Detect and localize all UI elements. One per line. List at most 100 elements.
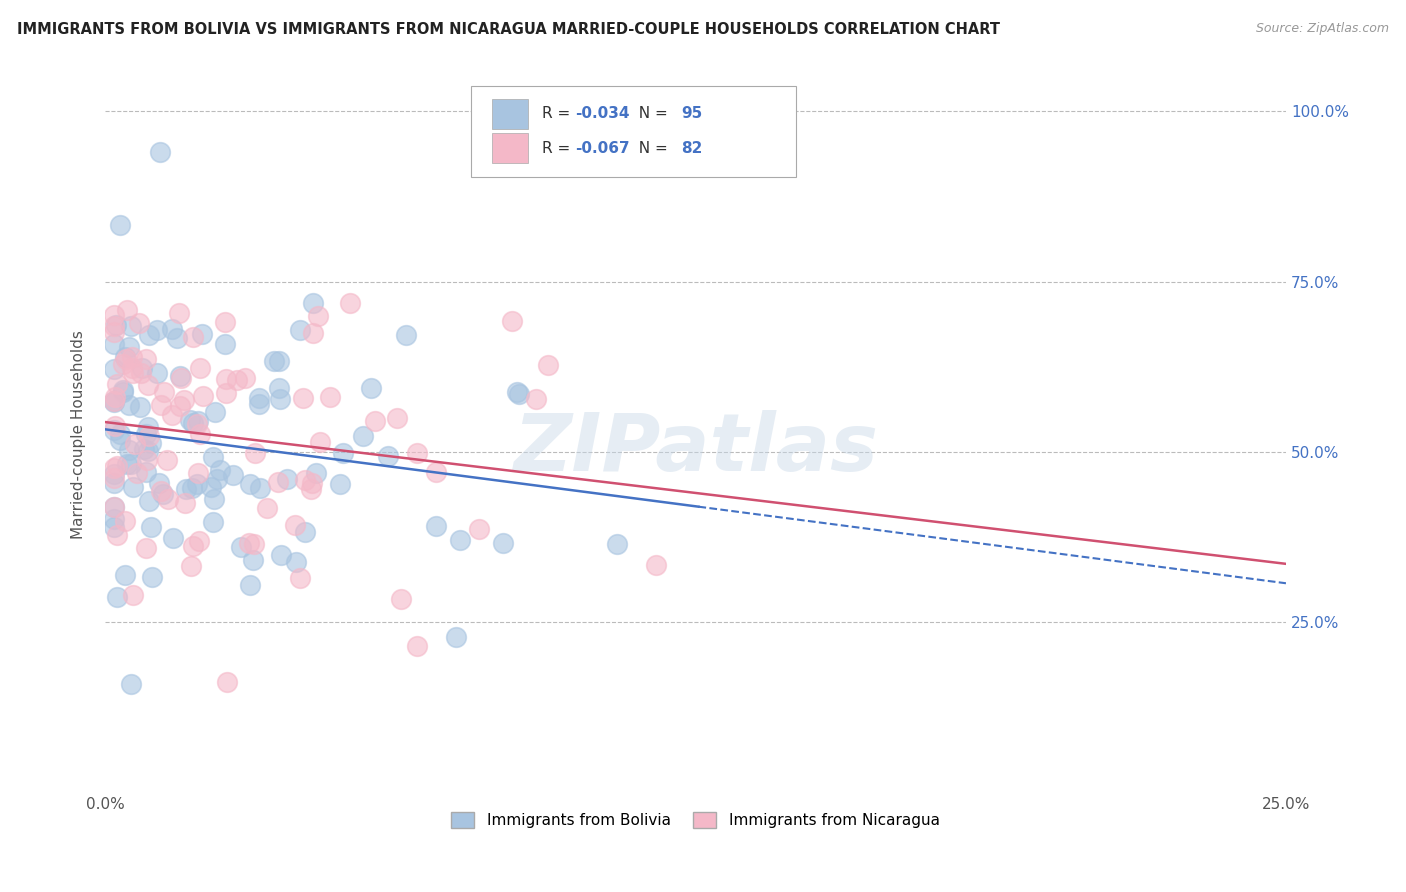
Point — [135, 427, 157, 442]
Point — [105, 459, 128, 474]
Point — [181, 417, 204, 431]
Point — [149, 398, 172, 412]
Point — [214, 337, 236, 351]
Point — [167, 306, 190, 320]
Point — [103, 471, 125, 485]
Point — [125, 466, 148, 480]
Point — [103, 461, 125, 475]
Point — [645, 558, 668, 572]
Point — [141, 570, 163, 584]
Point — [294, 525, 316, 540]
Point — [103, 393, 125, 408]
Point — [103, 308, 125, 322]
Point — [153, 385, 176, 400]
Point — [169, 399, 191, 413]
Text: Source: ZipAtlas.com: Source: ZipAtlas.com — [1256, 22, 1389, 36]
Point — [169, 368, 191, 383]
Point — [425, 465, 447, 479]
Point — [188, 360, 211, 375]
FancyBboxPatch shape — [471, 86, 796, 178]
Point — [190, 427, 212, 442]
Text: ZIPatlas: ZIPatlas — [513, 410, 877, 488]
Point — [162, 531, 184, 545]
Point — [105, 376, 128, 391]
Point — [233, 371, 256, 385]
Point — [120, 457, 142, 471]
Point — [229, 540, 252, 554]
Point — [360, 381, 382, 395]
Point — [105, 527, 128, 541]
Point — [288, 323, 311, 337]
FancyBboxPatch shape — [492, 99, 527, 128]
Point — [135, 351, 157, 366]
Text: N =: N = — [630, 141, 673, 156]
Point — [103, 418, 125, 433]
Point — [152, 487, 174, 501]
Point — [146, 322, 169, 336]
Point — [108, 426, 131, 441]
Point — [103, 476, 125, 491]
Point — [103, 467, 125, 482]
Point — [242, 553, 264, 567]
Point — [103, 500, 125, 515]
Point — [103, 423, 125, 437]
Point — [110, 433, 132, 447]
Point — [214, 315, 236, 329]
Point — [160, 408, 183, 422]
Point — [135, 452, 157, 467]
FancyBboxPatch shape — [492, 133, 527, 163]
Point — [256, 500, 278, 515]
Point — [329, 476, 352, 491]
Point — [118, 442, 141, 457]
Point — [425, 519, 447, 533]
Point — [174, 482, 197, 496]
Text: 82: 82 — [682, 141, 703, 156]
Point — [114, 351, 136, 366]
Point — [209, 463, 232, 477]
Point — [180, 559, 202, 574]
Point — [122, 366, 145, 380]
Text: 95: 95 — [682, 106, 703, 121]
Point — [186, 417, 208, 432]
Point — [191, 327, 214, 342]
Point — [606, 536, 628, 550]
Point — [148, 475, 170, 490]
Point — [103, 318, 125, 333]
Point — [205, 472, 228, 486]
Point — [120, 677, 142, 691]
Point — [269, 354, 291, 368]
Point — [160, 322, 183, 336]
Point — [308, 435, 330, 450]
Point — [377, 449, 399, 463]
Point — [179, 413, 201, 427]
Point — [215, 372, 238, 386]
Point — [267, 382, 290, 396]
Point — [111, 383, 134, 397]
Point — [524, 392, 547, 406]
Point — [450, 533, 472, 547]
Point — [103, 394, 125, 409]
Point — [138, 328, 160, 343]
Point — [301, 476, 323, 491]
Point — [180, 481, 202, 495]
Point — [114, 567, 136, 582]
Text: -0.067: -0.067 — [575, 141, 630, 156]
Point — [238, 535, 260, 549]
Point — [188, 533, 211, 548]
Point — [111, 384, 134, 399]
Point — [141, 519, 163, 533]
Text: -0.034: -0.034 — [575, 106, 630, 121]
Point — [299, 482, 322, 496]
Point — [103, 362, 125, 376]
Point — [249, 481, 271, 495]
Point — [307, 309, 329, 323]
Point — [118, 340, 141, 354]
Point — [389, 592, 412, 607]
Point — [339, 295, 361, 310]
Point — [285, 555, 308, 569]
Point — [135, 541, 157, 555]
Point — [215, 385, 238, 400]
Point — [239, 578, 262, 592]
Point — [284, 517, 307, 532]
Point — [444, 630, 467, 644]
